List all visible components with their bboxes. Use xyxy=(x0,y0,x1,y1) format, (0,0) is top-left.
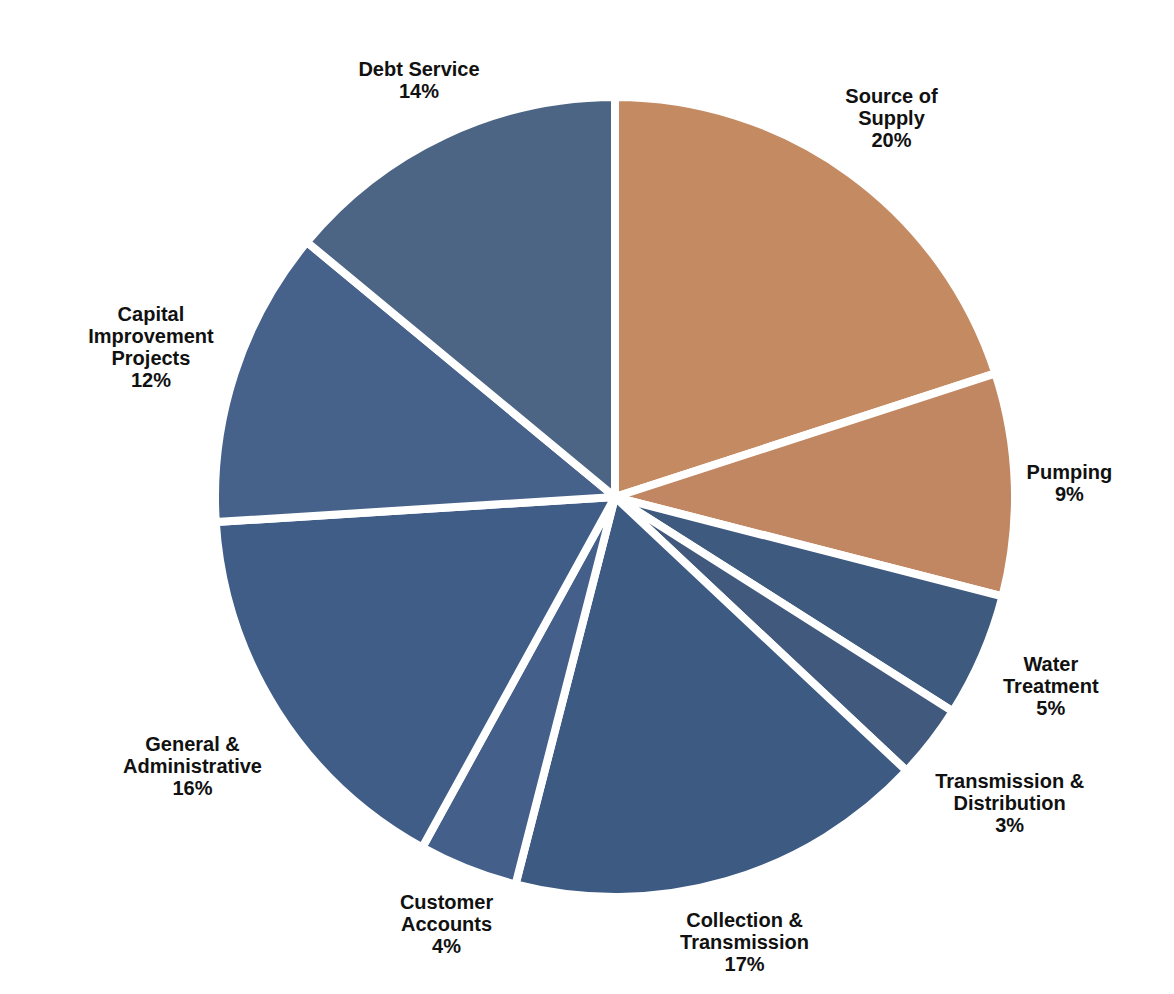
svg-text:CustomerAccounts4%: CustomerAccounts4% xyxy=(400,891,494,957)
svg-text:General &Administrative16%: General &Administrative16% xyxy=(123,733,262,799)
svg-text:CapitalImprovementProjects12%: CapitalImprovementProjects12% xyxy=(88,303,214,391)
svg-text:Transmission &Distribution3%: Transmission &Distribution3% xyxy=(935,770,1084,836)
svg-text:Source ofSupply20%: Source ofSupply20% xyxy=(845,85,938,151)
svg-text:Collection &Transmission17%: Collection &Transmission17% xyxy=(680,909,809,975)
svg-text:Pumping9%: Pumping9% xyxy=(1027,461,1113,505)
svg-text:Debt Service14%: Debt Service14% xyxy=(358,58,479,102)
svg-text:WaterTreatment5%: WaterTreatment5% xyxy=(1003,653,1099,719)
